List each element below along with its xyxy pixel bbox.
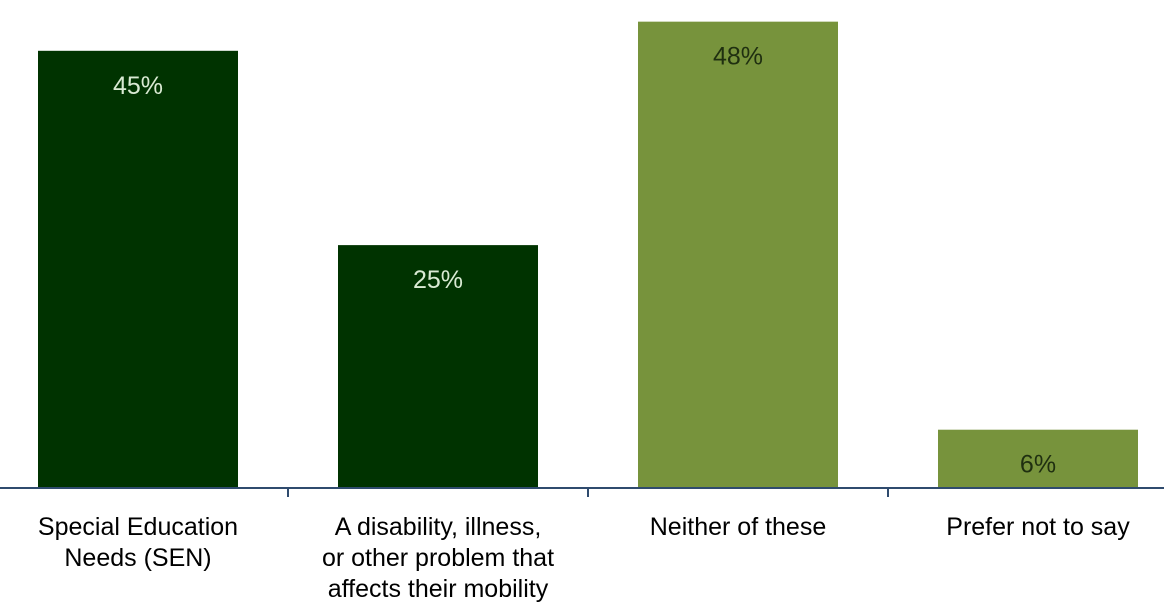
category-label-4: Prefer not to say	[946, 513, 1130, 541]
bar-2	[338, 245, 538, 488]
data-label-3: 48%	[713, 43, 763, 71]
x-axis	[0, 487, 1164, 497]
category-label-3: Neither of these	[650, 513, 827, 541]
category-labels: Special Education Needs (SEN) A disability…	[38, 513, 1130, 603]
bar-4	[938, 429, 1138, 488]
data-label-4: 6%	[1020, 451, 1056, 479]
bar-3	[638, 21, 838, 488]
bars-group: 45% 25% 48% 6%	[38, 21, 1138, 489]
bar-1	[38, 50, 238, 489]
category-label-2: A disability, illness, or other problem t…	[322, 513, 554, 603]
data-label-2: 25%	[413, 266, 463, 294]
category-label-1: Special Education Needs (SEN)	[38, 513, 238, 572]
data-label-1: 45%	[113, 72, 163, 100]
